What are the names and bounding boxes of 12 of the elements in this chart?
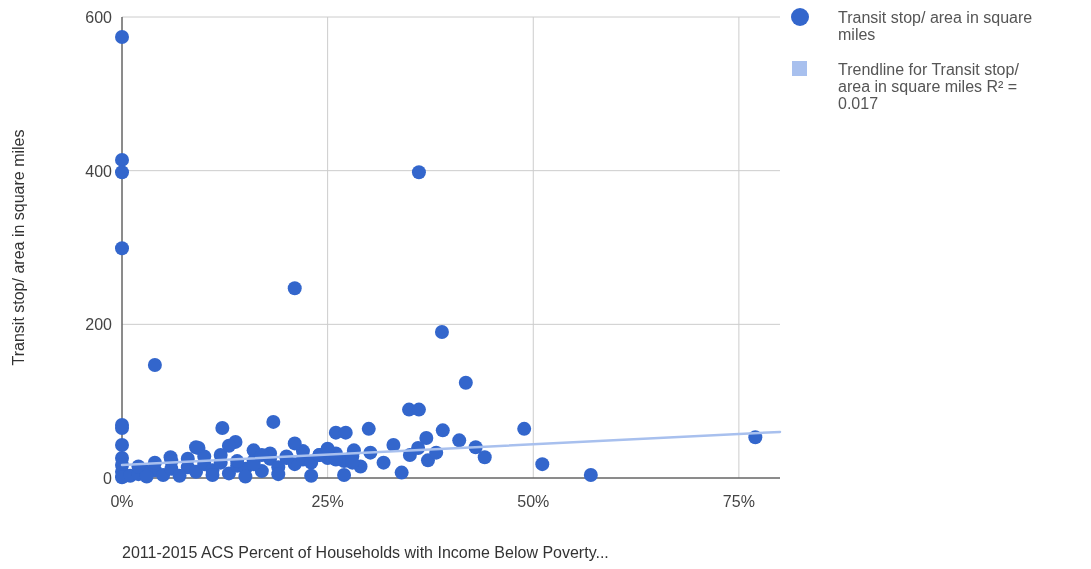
y-tick-label: 600 bbox=[85, 9, 113, 26]
x-tick-label: 25% bbox=[311, 493, 344, 510]
x-tick-label: 50% bbox=[517, 493, 550, 510]
y-tick-label: 400 bbox=[85, 162, 113, 180]
x-tick-label: 75% bbox=[722, 493, 755, 510]
y-tick-label: 0 bbox=[103, 470, 113, 487]
legend-label: Trendline for Transit stop/ area in square miles R² = 0.017 bbox=[838, 61, 1020, 112]
y-axis-title: Transit stop/ area in square miles bbox=[10, 129, 27, 366]
x-axis-title: 2011-2015 ACS Percent of Households with Income Below Poverty... bbox=[122, 544, 609, 561]
y-tick-label: 200 bbox=[85, 316, 113, 334]
x-tick-label: 0% bbox=[110, 493, 134, 510]
legend-label: Transit stop/ area in square miles bbox=[838, 9, 1033, 43]
